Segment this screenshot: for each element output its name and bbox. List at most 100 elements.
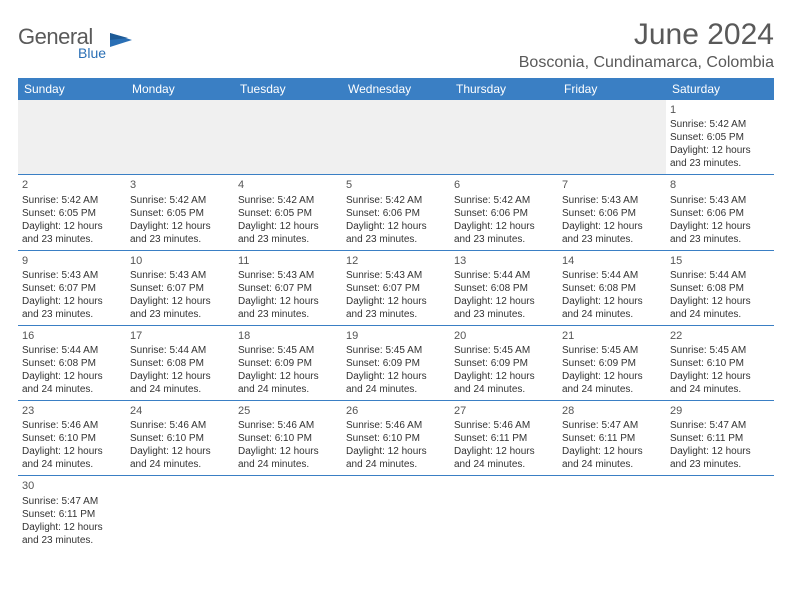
day-detail: and 24 minutes. — [670, 308, 770, 321]
calendar-day-cell: 6Sunrise: 5:42 AMSunset: 6:06 PMDaylight… — [450, 175, 558, 250]
day-detail: Sunset: 6:07 PM — [238, 282, 338, 295]
day-number: 6 — [454, 178, 554, 192]
day-detail: Sunset: 6:11 PM — [562, 432, 662, 445]
calendar-day-cell: 5Sunrise: 5:42 AMSunset: 6:06 PMDaylight… — [342, 175, 450, 250]
day-detail: Daylight: 12 hours — [670, 144, 770, 157]
day-detail: and 24 minutes. — [670, 383, 770, 396]
calendar-day-cell: 9Sunrise: 5:43 AMSunset: 6:07 PMDaylight… — [18, 250, 126, 325]
calendar-day-cell: 16Sunrise: 5:44 AMSunset: 6:08 PMDayligh… — [18, 325, 126, 400]
calendar-day-cell: 26Sunrise: 5:46 AMSunset: 6:10 PMDayligh… — [342, 401, 450, 476]
day-detail: Sunrise: 5:43 AM — [238, 269, 338, 282]
day-detail: Daylight: 12 hours — [130, 370, 230, 383]
day-detail: Sunrise: 5:47 AM — [562, 419, 662, 432]
day-detail: Sunset: 6:11 PM — [454, 432, 554, 445]
day-detail: Daylight: 12 hours — [22, 445, 122, 458]
calendar-day-cell — [126, 100, 234, 175]
day-number: 21 — [562, 329, 662, 343]
day-detail: Daylight: 12 hours — [130, 445, 230, 458]
day-detail: Daylight: 12 hours — [346, 220, 446, 233]
day-number: 26 — [346, 404, 446, 418]
calendar-day-cell — [450, 100, 558, 175]
calendar-day-cell: 20Sunrise: 5:45 AMSunset: 6:09 PMDayligh… — [450, 325, 558, 400]
day-detail: Sunset: 6:09 PM — [346, 357, 446, 370]
day-detail: Sunset: 6:10 PM — [238, 432, 338, 445]
day-detail: Sunset: 6:05 PM — [238, 207, 338, 220]
calendar-day-cell: 10Sunrise: 5:43 AMSunset: 6:07 PMDayligh… — [126, 250, 234, 325]
day-detail: Sunrise: 5:46 AM — [346, 419, 446, 432]
calendar-table: Sunday Monday Tuesday Wednesday Thursday… — [18, 78, 774, 551]
day-detail: Sunrise: 5:43 AM — [346, 269, 446, 282]
day-detail: Daylight: 12 hours — [238, 445, 338, 458]
day-detail: and 23 minutes. — [130, 233, 230, 246]
calendar-day-cell — [234, 476, 342, 551]
calendar-day-cell — [342, 476, 450, 551]
day-detail: and 24 minutes. — [22, 458, 122, 471]
day-detail: Daylight: 12 hours — [670, 220, 770, 233]
calendar-week-row: 2Sunrise: 5:42 AMSunset: 6:05 PMDaylight… — [18, 175, 774, 250]
day-detail: Sunrise: 5:47 AM — [670, 419, 770, 432]
day-detail: Daylight: 12 hours — [454, 295, 554, 308]
day-detail: Sunrise: 5:43 AM — [562, 194, 662, 207]
day-number: 14 — [562, 254, 662, 268]
day-detail: Sunset: 6:06 PM — [670, 207, 770, 220]
day-number: 17 — [130, 329, 230, 343]
day-detail: Sunset: 6:08 PM — [670, 282, 770, 295]
day-detail: Sunrise: 5:45 AM — [238, 344, 338, 357]
location-subtitle: Bosconia, Cundinamarca, Colombia — [519, 54, 774, 72]
day-number: 11 — [238, 254, 338, 268]
calendar-day-cell: 30Sunrise: 5:47 AMSunset: 6:11 PMDayligh… — [18, 476, 126, 551]
day-detail: Sunset: 6:05 PM — [22, 207, 122, 220]
calendar-day-cell: 25Sunrise: 5:46 AMSunset: 6:10 PMDayligh… — [234, 401, 342, 476]
day-detail: Daylight: 12 hours — [238, 220, 338, 233]
day-detail: Sunrise: 5:45 AM — [346, 344, 446, 357]
calendar-week-row: 1Sunrise: 5:42 AMSunset: 6:05 PMDaylight… — [18, 100, 774, 175]
day-detail: Daylight: 12 hours — [454, 445, 554, 458]
calendar-day-cell: 2Sunrise: 5:42 AMSunset: 6:05 PMDaylight… — [18, 175, 126, 250]
day-detail: Daylight: 12 hours — [562, 445, 662, 458]
day-detail: and 24 minutes. — [562, 308, 662, 321]
calendar-day-cell — [126, 476, 234, 551]
day-detail: Daylight: 12 hours — [346, 370, 446, 383]
day-detail: Sunrise: 5:45 AM — [670, 344, 770, 357]
day-detail: Sunset: 6:10 PM — [22, 432, 122, 445]
calendar-day-cell — [450, 476, 558, 551]
day-number: 9 — [22, 254, 122, 268]
day-detail: Sunset: 6:08 PM — [22, 357, 122, 370]
day-detail: Sunset: 6:05 PM — [670, 131, 770, 144]
calendar-day-cell: 22Sunrise: 5:45 AMSunset: 6:10 PMDayligh… — [666, 325, 774, 400]
day-detail: and 23 minutes. — [238, 308, 338, 321]
day-detail: and 23 minutes. — [22, 233, 122, 246]
calendar-day-cell: 14Sunrise: 5:44 AMSunset: 6:08 PMDayligh… — [558, 250, 666, 325]
calendar-day-cell: 13Sunrise: 5:44 AMSunset: 6:08 PMDayligh… — [450, 250, 558, 325]
day-number: 18 — [238, 329, 338, 343]
day-detail: Sunrise: 5:43 AM — [670, 194, 770, 207]
logo-text-blue: Blue — [78, 46, 106, 60]
day-detail: Sunrise: 5:42 AM — [346, 194, 446, 207]
day-detail: Sunset: 6:11 PM — [670, 432, 770, 445]
day-detail: Sunrise: 5:44 AM — [454, 269, 554, 282]
day-detail: Sunrise: 5:44 AM — [670, 269, 770, 282]
day-detail: Sunset: 6:09 PM — [562, 357, 662, 370]
day-detail: Sunrise: 5:45 AM — [562, 344, 662, 357]
calendar-day-cell: 12Sunrise: 5:43 AMSunset: 6:07 PMDayligh… — [342, 250, 450, 325]
day-detail: Sunset: 6:08 PM — [562, 282, 662, 295]
logo: General Blue — [18, 26, 136, 60]
day-detail: and 23 minutes. — [670, 458, 770, 471]
day-detail: and 24 minutes. — [562, 383, 662, 396]
day-detail: Sunrise: 5:42 AM — [454, 194, 554, 207]
calendar-day-cell: 24Sunrise: 5:46 AMSunset: 6:10 PMDayligh… — [126, 401, 234, 476]
calendar-day-cell — [558, 476, 666, 551]
day-detail: Sunrise: 5:46 AM — [130, 419, 230, 432]
day-detail: Sunset: 6:10 PM — [346, 432, 446, 445]
day-detail: and 23 minutes. — [130, 308, 230, 321]
day-detail: Daylight: 12 hours — [130, 295, 230, 308]
day-detail: Daylight: 12 hours — [346, 445, 446, 458]
day-number: 13 — [454, 254, 554, 268]
day-detail: and 23 minutes. — [562, 233, 662, 246]
day-detail: Daylight: 12 hours — [454, 220, 554, 233]
day-number: 23 — [22, 404, 122, 418]
day-number: 20 — [454, 329, 554, 343]
day-detail: Daylight: 12 hours — [562, 220, 662, 233]
day-detail: Sunset: 6:09 PM — [238, 357, 338, 370]
day-number: 5 — [346, 178, 446, 192]
